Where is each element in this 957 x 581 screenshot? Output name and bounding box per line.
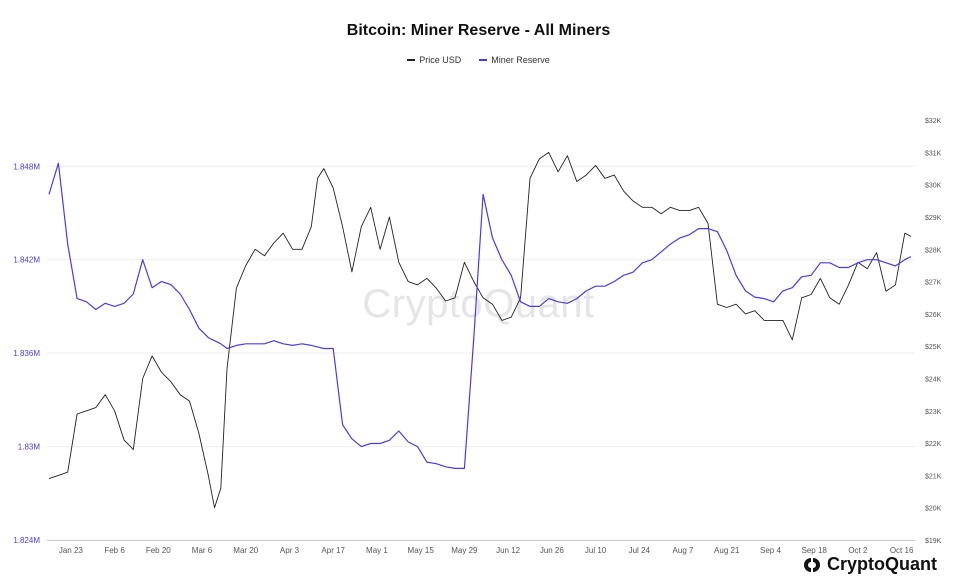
x-axis-tick: Oct 2: [848, 546, 868, 555]
x-axis-tick: May 1: [366, 546, 388, 555]
x-axis-tick: Feb 6: [104, 546, 125, 555]
left-axis-tick: 1.848M: [13, 162, 40, 171]
x-axis-tick: Jul 10: [585, 546, 607, 555]
right-axis-tick: $28K: [925, 247, 942, 254]
right-axis-tick: $29K: [925, 215, 942, 222]
left-axis-tick: 1.836M: [13, 349, 40, 358]
x-axis-tick: Jun 12: [496, 546, 521, 555]
x-axis-tick: Aug 21: [714, 546, 740, 555]
right-axis-tick: $26K: [925, 312, 942, 319]
x-axis-tick: May 15: [408, 546, 435, 555]
legend-label-reserve: Miner Reserve: [491, 55, 550, 65]
right-axis-tick: $20K: [925, 506, 942, 513]
right-axis-tick: $31K: [925, 150, 942, 157]
x-axis-tick: Apr 17: [321, 546, 345, 555]
legend-item-reserve[interactable]: Miner Reserve: [479, 55, 550, 65]
x-axis-tick: Feb 20: [146, 546, 171, 555]
right-axis-tick: $23K: [925, 409, 942, 416]
left-axis-tick: 1.842M: [13, 256, 40, 265]
left-axis-tick: 1.83M: [18, 443, 41, 452]
x-axis-tick: Jan 23: [59, 546, 84, 555]
right-axis-tick: $27K: [925, 280, 942, 287]
right-axis-tick: $22K: [925, 441, 942, 448]
legend-label-price: Price USD: [419, 55, 462, 65]
x-axis-tick: Oct 16: [890, 546, 914, 555]
miner-reserve-line: [48, 162, 912, 469]
legend-swatch-price: [407, 59, 416, 61]
right-axis-tick: $21K: [925, 473, 942, 480]
x-axis-tick: Sep 18: [802, 546, 828, 555]
right-axis-tick: $19K: [925, 538, 942, 545]
brand-name: CryptoQuant: [827, 554, 937, 574]
right-axis-tick: $30K: [925, 183, 942, 190]
price-usd-line: [48, 151, 912, 509]
right-axis-tick: $25K: [925, 344, 942, 351]
x-axis-tick: Sep 4: [760, 546, 781, 555]
x-axis-tick: May 29: [451, 546, 478, 555]
legend-item-price[interactable]: Price USD: [407, 55, 461, 65]
chart-title: Bitcoin: Miner Reserve - All Miners: [346, 22, 611, 39]
left-axis-tick: 1.824M: [13, 536, 40, 545]
cryptoquant-logo-icon: [804, 557, 820, 572]
legend-swatch-reserve: [479, 59, 488, 61]
right-axis-tick: $24K: [925, 377, 942, 384]
x-axis-tick: Jul 24: [629, 546, 651, 555]
x-axis-tick: Mar 20: [233, 546, 258, 555]
x-axis-tick: Jun 26: [540, 546, 565, 555]
chart-legend: Price USD Miner Reserve: [0, 55, 957, 65]
x-axis-tick: Aug 7: [673, 546, 694, 555]
x-axis-tick: Apr 3: [280, 546, 300, 555]
right-axis-tick: $32K: [925, 118, 942, 125]
x-axis-tick: Mar 6: [192, 546, 213, 555]
brand-logo: CryptoQuant: [802, 554, 937, 575]
